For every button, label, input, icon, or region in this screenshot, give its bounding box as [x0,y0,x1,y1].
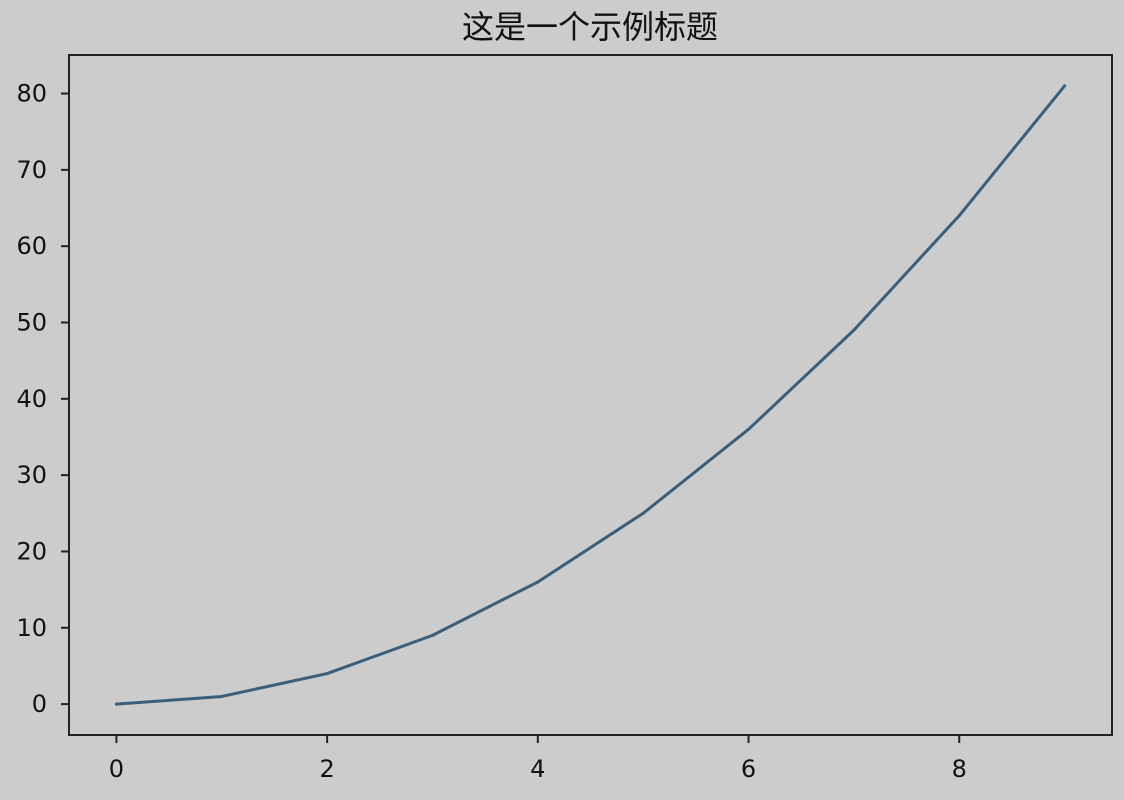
y-axis: 0 10 20 30 40 50 60 70 80 [16,80,69,718]
y-tick-label: 50 [16,308,47,336]
y-tick-label: 60 [16,232,47,260]
series-line [114,84,1067,706]
data-point [1063,84,1067,88]
data-point [325,672,329,676]
x-tick-label: 8 [952,755,967,783]
plot-frame [68,54,1113,736]
data-point [220,694,224,698]
y-tick-label: 80 [16,80,47,108]
data-point [957,214,961,218]
chart-title: 这是一个示例标题 [462,8,718,46]
y-tick-label: 0 [32,690,47,718]
x-tick-label: 4 [530,755,545,783]
x-tick-label: 0 [109,755,124,783]
y-tick-label: 40 [16,385,47,413]
y-tick-label: 30 [16,461,47,489]
data-points [114,84,1067,706]
x-axis: 0 2 4 6 8 [109,735,967,783]
data-point [852,328,856,332]
data-point [641,511,645,515]
data-point [747,427,751,431]
data-point [114,702,118,706]
x-tick-label: 2 [319,755,334,783]
data-point [430,633,434,637]
y-tick-label: 20 [16,537,47,565]
data-point [536,580,540,584]
y-tick-label: 70 [16,156,47,184]
y-tick-label: 10 [16,614,47,642]
x-tick-label: 6 [741,755,756,783]
